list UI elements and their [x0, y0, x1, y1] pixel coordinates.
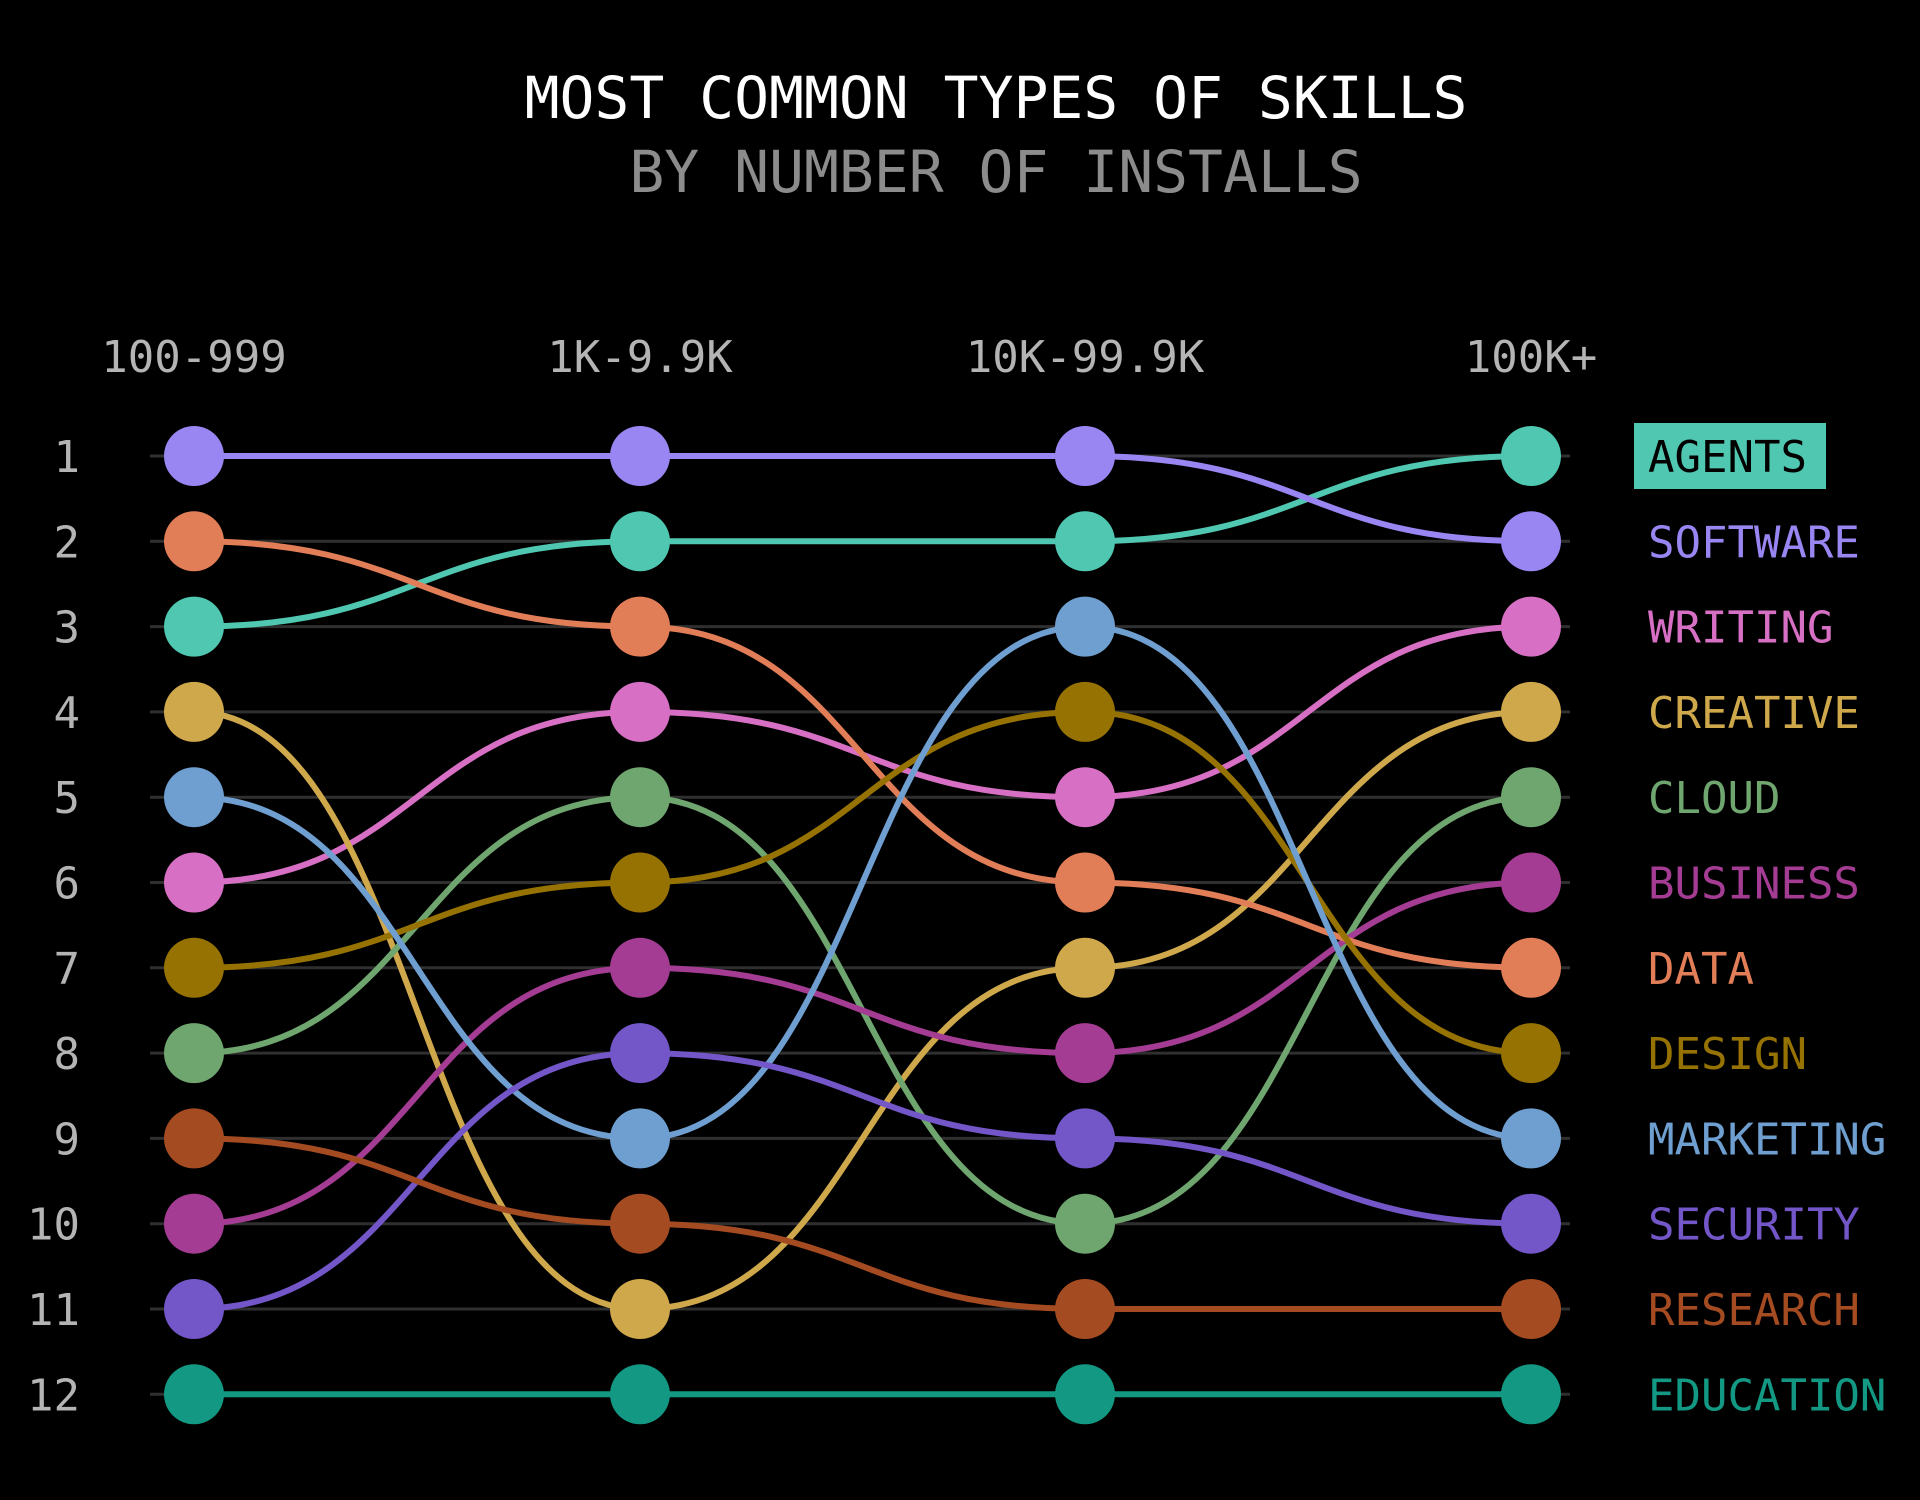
legend-label-marketing: MARKETING — [1648, 1114, 1886, 1165]
point-software — [610, 426, 670, 486]
rank-label: 5 — [54, 773, 81, 824]
legend-highlight — [1634, 423, 1826, 489]
chart-title: MOST COMMON TYPES OF SKILLS — [525, 64, 1468, 132]
chart-subtitle: BY NUMBER OF INSTALLS — [629, 138, 1362, 206]
point-writing — [164, 852, 224, 913]
point-creative — [1501, 681, 1561, 742]
point-software — [1055, 426, 1115, 486]
point-agents — [610, 511, 670, 572]
rank-label: 9 — [54, 1114, 81, 1165]
legend-label-business: BUSINESS — [1648, 859, 1860, 910]
point-software — [1501, 511, 1561, 572]
column-label: 100K+ — [1465, 332, 1597, 383]
point-design — [1501, 1023, 1561, 1084]
point-agents — [1055, 511, 1115, 572]
point-cloud — [610, 767, 670, 828]
point-writing — [1501, 596, 1561, 657]
point-education — [1501, 1364, 1561, 1425]
legend-label-writing: WRITING — [1648, 603, 1833, 654]
legend-label-security: SECURITY — [1648, 1200, 1860, 1251]
series-line-security — [193, 1050, 1532, 1312]
legend-label-education: EDUCATION — [1648, 1370, 1886, 1421]
series-line-research — [193, 1135, 1531, 1313]
legend-label-design: DESIGN — [1648, 1029, 1807, 1080]
series-line-business — [193, 879, 1532, 1227]
point-security — [164, 1279, 224, 1339]
series-lines — [193, 452, 1532, 1398]
point-design — [1055, 681, 1115, 742]
point-cloud — [164, 1023, 224, 1084]
column-labels: 100-999 1K-9.9K 10K-99.9K 100K+ — [101, 332, 1597, 383]
point-data — [1501, 937, 1561, 998]
point-design — [610, 852, 670, 913]
point-cloud — [1501, 767, 1561, 828]
legend-label-research: RESEARCH — [1648, 1285, 1860, 1336]
series-line-data — [193, 538, 1532, 971]
point-writing — [610, 681, 670, 742]
point-research — [1501, 1279, 1561, 1339]
point-marketing — [1501, 1108, 1561, 1169]
rank-label: 11 — [27, 1285, 80, 1336]
point-research — [1055, 1279, 1115, 1339]
series-line-software — [194, 452, 1532, 545]
series-line-marketing — [193, 623, 1532, 1142]
point-creative — [164, 681, 224, 742]
point-business — [1055, 1023, 1115, 1084]
point-writing — [1055, 767, 1115, 828]
point-security — [1055, 1108, 1115, 1169]
point-marketing — [610, 1108, 670, 1169]
point-design — [164, 937, 224, 998]
point-business — [164, 1193, 224, 1254]
rank-label: 10 — [27, 1200, 80, 1251]
point-education — [610, 1364, 670, 1425]
series-points — [164, 426, 1561, 1425]
point-research — [610, 1193, 670, 1254]
legend-label-data: DATA — [1648, 944, 1754, 995]
legend-label-agents: AGENTS — [1648, 432, 1807, 483]
rank-label: 1 — [54, 432, 81, 483]
legend: AGENTS SOFTWARE WRITING CREATIVE CLOUD BUSINE… — [1634, 423, 1886, 1421]
point-business — [1501, 852, 1561, 913]
legend-label-cloud: CLOUD — [1648, 773, 1780, 824]
point-security — [1501, 1193, 1561, 1254]
rank-label: 4 — [54, 688, 81, 739]
point-software — [164, 426, 224, 486]
series-line-design — [193, 708, 1532, 1057]
series-line-cloud — [193, 794, 1532, 1227]
rank-label: 12 — [27, 1370, 80, 1421]
rank-label: 8 — [54, 1029, 81, 1080]
point-agents — [1501, 426, 1561, 486]
point-marketing — [1055, 596, 1115, 657]
legend-label-creative: CREATIVE — [1648, 688, 1860, 739]
point-cloud — [1055, 1193, 1115, 1254]
series-line-agents — [193, 453, 1532, 630]
column-label: 1K-9.9K — [547, 332, 733, 383]
rank-label: 2 — [54, 517, 81, 568]
column-label: 10K-99.9K — [966, 332, 1205, 383]
point-creative — [1055, 937, 1115, 998]
point-business — [610, 937, 670, 998]
point-marketing — [164, 767, 224, 828]
point-data — [610, 596, 670, 657]
legend-label-software: SOFTWARE — [1648, 517, 1860, 568]
point-research — [164, 1108, 224, 1169]
point-education — [164, 1364, 224, 1425]
point-creative — [610, 1279, 670, 1339]
rank-label: 3 — [54, 603, 81, 654]
point-data — [164, 511, 224, 572]
point-agents — [164, 596, 224, 657]
point-security — [610, 1023, 670, 1084]
column-label: 100-999 — [101, 332, 286, 383]
point-education — [1055, 1364, 1115, 1425]
rank-label: 6 — [54, 859, 81, 910]
rank-label: 7 — [54, 944, 81, 995]
point-data — [1055, 852, 1115, 913]
